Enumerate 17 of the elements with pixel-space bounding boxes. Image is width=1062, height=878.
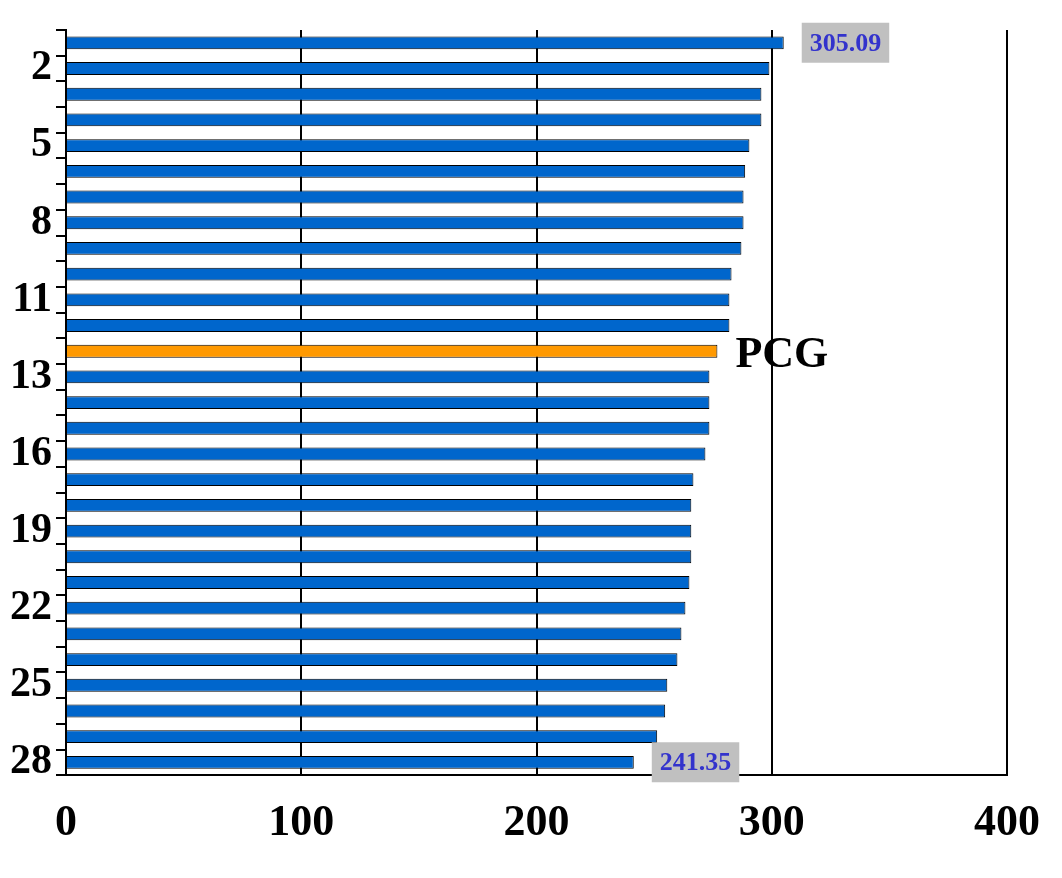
data-label: 305.09 bbox=[809, 27, 882, 57]
y-tick-label: 19 bbox=[10, 504, 52, 551]
y-tick-label: 22 bbox=[10, 582, 52, 629]
y-tick-label: 8 bbox=[31, 196, 52, 243]
x-tick-label: 100 bbox=[268, 795, 335, 845]
y-tick-label: 13 bbox=[10, 350, 52, 397]
y-tick-label: 16 bbox=[10, 427, 52, 474]
x-tick-label: 300 bbox=[738, 795, 805, 845]
y-tick-label: 11 bbox=[12, 273, 52, 320]
data-label: 241.35 bbox=[659, 747, 732, 777]
x-tick-label: 0 bbox=[55, 795, 77, 845]
y-tick-label: 5 bbox=[31, 119, 52, 166]
y-tick-label: 2 bbox=[31, 42, 52, 89]
x-tick-label: 400 bbox=[974, 795, 1040, 845]
y-tick-label: 28 bbox=[10, 736, 52, 783]
x-tick-label: 200 bbox=[503, 795, 570, 845]
y-tick-label: 25 bbox=[10, 659, 52, 706]
